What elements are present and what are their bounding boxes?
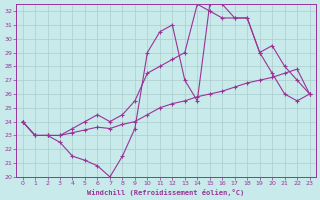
- X-axis label: Windchill (Refroidissement éolien,°C): Windchill (Refroidissement éolien,°C): [87, 189, 245, 196]
